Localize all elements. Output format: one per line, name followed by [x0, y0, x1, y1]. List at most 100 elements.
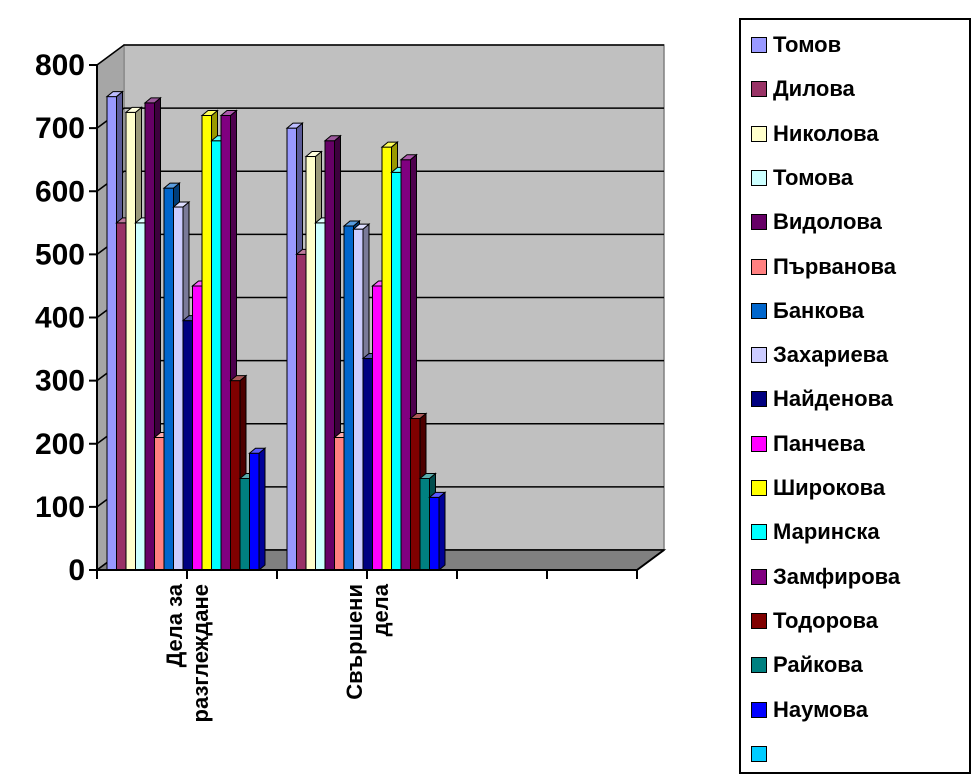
legend-swatch [751, 524, 767, 541]
x-tick-label: Дела заразглеждане [162, 583, 213, 722]
legend: Томов Дилова Николова Томова Видолова Първано… [739, 18, 971, 774]
legend-label: Маринска [773, 519, 880, 545]
bar-top [428, 491, 447, 498]
bar-top [219, 110, 238, 116]
bar-side [258, 447, 266, 572]
legend-item: Наумова [751, 692, 868, 728]
legend-swatch [751, 435, 767, 452]
bar-front [220, 115, 231, 571]
bar-front [230, 380, 241, 571]
legend-swatch [751, 745, 767, 762]
bar-front [429, 496, 440, 571]
bar-front [192, 285, 203, 571]
gridline [96, 170, 664, 192]
bar-top [285, 122, 304, 129]
legend-item: Замфирова [751, 559, 900, 595]
legend-label: Захариева [773, 342, 889, 368]
bar-front [419, 477, 430, 571]
y-tick-label: 300 [35, 365, 85, 398]
y-tick-label: 400 [35, 302, 85, 335]
bar-top [418, 472, 437, 479]
bar-front [315, 222, 326, 571]
bar-top [200, 110, 219, 116]
bar-top [248, 447, 267, 454]
bar-front [144, 102, 155, 571]
legend-swatch [751, 125, 767, 142]
y-tick-label: 200 [35, 428, 85, 461]
bar-top [323, 135, 342, 142]
bar-front [296, 253, 307, 571]
legend-swatch [751, 81, 767, 98]
bar-front [239, 477, 250, 571]
bar-front [201, 115, 212, 571]
legend-label: Николова [773, 120, 879, 146]
bar-top [409, 413, 428, 419]
legend-swatch [751, 347, 767, 364]
legend-label: Замфирова [773, 563, 901, 589]
legend-swatch [751, 214, 767, 231]
floor-edge [636, 549, 665, 571]
bar-top [380, 141, 399, 148]
legend-item: Томов [751, 27, 841, 63]
legend-label: Банкова [773, 297, 864, 323]
bar-front [286, 127, 297, 571]
bar-front [381, 146, 392, 571]
legend-swatch [751, 37, 767, 53]
bar-front [353, 228, 364, 571]
legend-label: Томов [773, 32, 842, 57]
legend-swatch [751, 480, 767, 496]
bar-top [162, 182, 181, 189]
bar-front [182, 320, 193, 571]
bar-front [400, 159, 411, 571]
bar [428, 491, 447, 572]
legend-label: Наумова [773, 696, 868, 722]
bar-front [211, 140, 222, 571]
bar-front [324, 140, 335, 571]
bar-front [410, 418, 421, 571]
legend-item: Видолова [751, 204, 882, 240]
bar-front [305, 156, 316, 571]
bar-front [163, 187, 174, 571]
legend-swatch [751, 657, 767, 674]
bar-front [391, 171, 402, 571]
legend-swatch [751, 258, 767, 275]
gridline [96, 107, 664, 129]
bar-top [143, 97, 162, 104]
legend-label: Райкова [773, 652, 863, 678]
gridline [96, 44, 664, 66]
y-tick-label: 600 [35, 175, 85, 208]
bar-top [342, 220, 361, 227]
bar-top [304, 151, 323, 158]
x-tick-label: Свършенидела [342, 583, 393, 699]
legend-label: Тодорова [773, 607, 878, 633]
legend-item: Широкова [751, 470, 885, 506]
legend-swatch [751, 391, 767, 408]
bar-front [362, 358, 373, 571]
legend-item: Панчева [751, 426, 865, 462]
bar-front [372, 285, 383, 571]
y-tick-label: 100 [35, 491, 85, 524]
bar-front [125, 111, 136, 571]
bar-top [229, 375, 248, 382]
legend-label: Видолова [773, 209, 882, 235]
legend-swatch [751, 568, 767, 585]
legend-label: Найденова [773, 386, 894, 412]
legend-swatch [751, 302, 767, 319]
y-tick-label: 0 [68, 554, 85, 587]
legend-item: Банкова [751, 293, 864, 329]
legend-item: Маринска [751, 514, 880, 550]
legend-item: Николова [751, 116, 879, 152]
legend-swatch [751, 169, 767, 186]
bar-top [399, 154, 418, 161]
bar-front [343, 225, 354, 571]
legend-label: Първанова [773, 253, 896, 279]
bar-side [438, 491, 446, 572]
bar-front [173, 206, 184, 571]
legend-item: Томова [751, 160, 853, 196]
legend-item: Дилова [751, 71, 855, 107]
y-tick-label: 800 [35, 49, 85, 82]
legend-swatch [751, 701, 767, 718]
bar-front [106, 96, 117, 571]
y-tick-label: 500 [35, 238, 85, 271]
